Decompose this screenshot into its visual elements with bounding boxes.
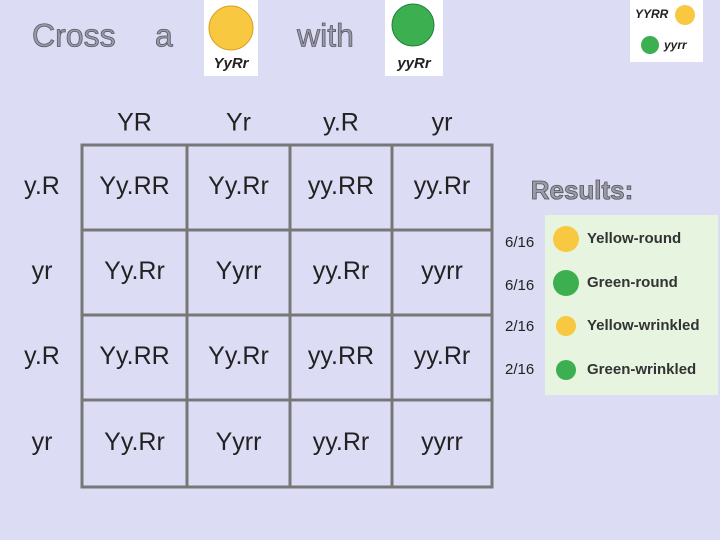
round-pea [553,226,579,252]
column-header: y.R [323,109,359,137]
cell-genotype: Yy.Rr [208,342,269,370]
phenotype: Green-round [587,274,678,291]
column-header: YR [117,109,152,137]
key-genotype: yyrr [663,38,688,52]
phenotype: Green-wrinkled [587,361,696,378]
title-word: Cross [32,17,116,53]
cell-genotype: Yy.RR [99,172,169,200]
fraction: 2/16 [505,361,534,378]
fraction: 6/16 [505,277,534,294]
column-header: yr [432,109,453,137]
cell-genotype: yy.Rr [414,342,470,370]
key-genotype: YYRR [635,7,669,21]
cell-genotype: Yyrr [216,257,262,285]
yellow-pea [675,5,695,25]
row-header: y.R [24,172,60,200]
fraction: 6/16 [505,234,534,251]
phenotype: Yellow-round [587,230,681,247]
round-pea [553,270,579,296]
cell-genotype: Yy.Rr [104,428,165,456]
fraction: 2/16 [505,318,534,335]
row-header: y.R [24,342,60,370]
cell-genotype: yy.Rr [414,172,470,200]
title-word: with [296,17,354,53]
green-pea [391,3,435,47]
row-header: yr [32,257,53,285]
cell-genotype: Yy.Rr [104,257,165,285]
cell-genotype: Yy.Rr [208,172,269,200]
results-label: Results: [531,175,634,205]
row-header: yr [32,428,53,456]
cell-genotype: yyrr [421,428,463,456]
column-header: Yr [226,109,251,137]
cell-genotype: Yy.RR [99,342,169,370]
cell-genotype: yyrr [421,257,463,285]
title-word: a [155,17,173,53]
green-pea [641,36,659,54]
cell-genotype: yy.Rr [313,428,369,456]
yellow-pea [208,5,254,51]
cell-genotype: yy.RR [308,172,374,200]
pea-genotype: yyRr [396,55,432,72]
cell-genotype: yy.Rr [313,257,369,285]
phenotype: Yellow-wrinkled [587,317,700,334]
wrinkled-pea [556,360,576,380]
cell-genotype: Yyrr [216,428,262,456]
pea-genotype: YyRr [213,55,249,72]
wrinkled-pea [556,316,576,336]
cell-genotype: yy.RR [308,342,374,370]
